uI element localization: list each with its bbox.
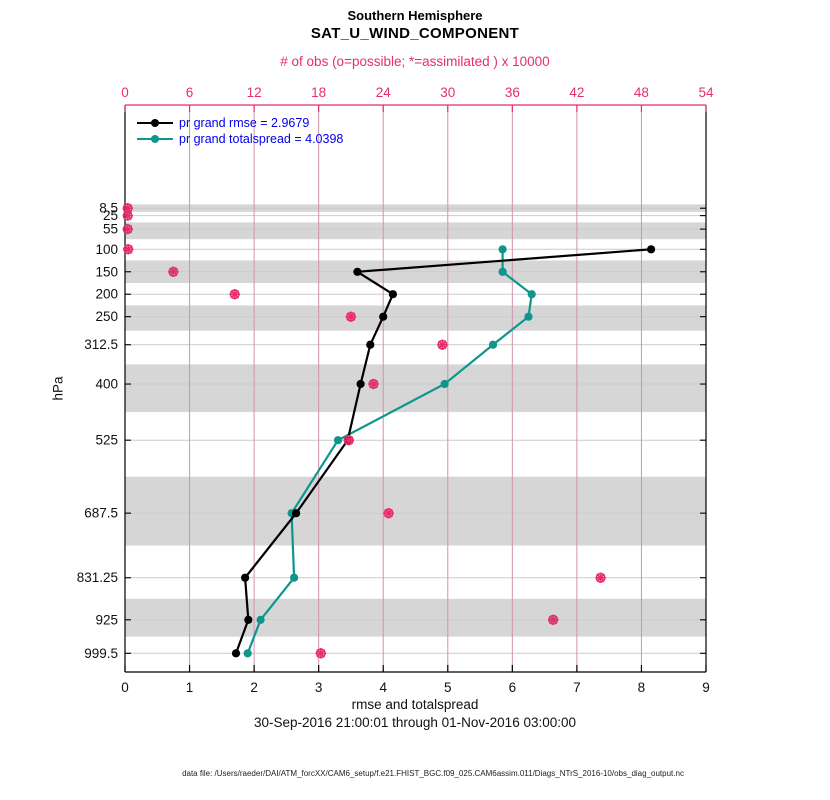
x-tick-label-bottom: 2 [250, 680, 258, 695]
shaded-band [125, 305, 706, 331]
totalspread-marker [524, 312, 533, 321]
y-tick-label: 400 [95, 377, 118, 392]
totalspread-marker [256, 615, 265, 624]
x-tick-label-bottom: 6 [509, 680, 517, 695]
x-axis-label: rmse and totalspread [351, 697, 479, 712]
x-tick-label-bottom: 7 [573, 680, 581, 695]
x-tick-label-top: 48 [634, 85, 649, 100]
obs-assimilated-marker [369, 379, 378, 389]
totalspread-marker [498, 245, 507, 254]
rmse-marker [379, 312, 388, 321]
obs-assimilated-marker [230, 289, 240, 299]
y-tick-label: 312.5 [84, 337, 118, 352]
x-tick-label-top: 12 [247, 85, 262, 100]
totalspread-marker [333, 436, 343, 445]
totalspread-marker [488, 340, 498, 349]
y-tick-label: 100 [95, 242, 118, 257]
x-tick-label-top: 6 [186, 85, 194, 100]
x-tick-label-top: 54 [698, 85, 714, 100]
legend-marker-rmse [151, 119, 159, 127]
obs-assimilated-marker [346, 312, 356, 321]
rmse-marker [292, 509, 301, 518]
shaded-band [125, 222, 706, 240]
y-tick-label: 250 [95, 309, 118, 324]
obs-assimilated-marker [384, 508, 393, 518]
rmse-marker [353, 267, 362, 276]
rmse-marker [241, 573, 250, 582]
legend-marker-totalspread [151, 135, 159, 143]
rmse-marker [647, 245, 656, 254]
x-tick-label-bottom: 8 [638, 680, 646, 695]
shaded-band [125, 364, 706, 413]
rmse-marker [356, 379, 365, 389]
y-tick-label: 831.25 [77, 570, 118, 585]
obs-assimilated-marker [123, 224, 133, 234]
x-tick-label-top: 36 [505, 85, 520, 100]
y-tick-label: 150 [95, 264, 118, 279]
time-range-subtitle: 30-Sep-2016 21:00:01 through 01-Nov-2016… [254, 715, 576, 730]
totalspread-marker [290, 573, 299, 582]
y-tick-label: 687.5 [84, 506, 118, 521]
x-tick-label-top: 18 [311, 85, 326, 100]
totalspread-marker [243, 649, 252, 658]
y-axis-label: hPa [50, 376, 66, 401]
x-tick-label-top: 0 [121, 85, 129, 100]
y-tick-label: 999.5 [84, 646, 118, 661]
obs-assimilated-marker [344, 435, 354, 445]
legend: pr grand rmse = 2.9679 pr grand totalspr… [137, 115, 343, 147]
obs-assimilated-marker [596, 573, 605, 582]
shaded-band [125, 598, 706, 637]
data-file-footer: data file: /Users/raeder/DAI/ATM_forcXX/… [182, 769, 684, 778]
shaded-band [125, 476, 706, 546]
legend-item-totalspread: pr grand totalspread = 4.0398 [137, 131, 343, 147]
rmse-marker [244, 615, 253, 624]
obs-assimilated-marker [169, 267, 178, 277]
rmse-marker [388, 290, 397, 299]
obs-assimilated-marker [548, 615, 558, 625]
legend-item-rmse: pr grand rmse = 2.9679 [137, 115, 343, 131]
x-tick-label-top: 24 [376, 85, 392, 100]
top-axis-label: # of obs (o=possible; *=assimilated ) x … [280, 54, 550, 69]
obs-assimilated-marker [123, 245, 133, 254]
plot-title-region: Southern Hemisphere [347, 8, 483, 23]
y-tick-label: 200 [95, 287, 118, 302]
obs-assimilated-marker [123, 211, 132, 220]
x-tick-label-top: 42 [569, 85, 584, 100]
legend-label-totalspread: pr grand totalspread = 4.0398 [179, 132, 344, 146]
y-tick-label: 8.5 [99, 201, 118, 216]
obs-assimilated-marker [316, 648, 326, 658]
x-tick-label-bottom: 9 [702, 680, 710, 695]
y-tick-label: 925 [95, 612, 118, 627]
legend-line-sample-totalspread [137, 135, 173, 143]
y-tick-label: 525 [95, 433, 118, 448]
totalspread-marker [440, 379, 449, 389]
rmse-marker [231, 649, 241, 658]
x-tick-label-bottom: 0 [121, 680, 129, 695]
totalspread-marker [527, 290, 536, 299]
x-tick-label-top: 30 [440, 85, 455, 100]
legend-label-rmse: pr grand rmse = 2.9679 [179, 116, 310, 130]
y-tick-label: 25 [103, 208, 118, 223]
x-tick-label-bottom: 5 [444, 680, 452, 695]
rmse-marker [366, 340, 375, 349]
plot-title-variable: SAT_U_WIND_COMPONENT [310, 25, 520, 42]
x-tick-label-bottom: 4 [379, 680, 387, 695]
obs-assimilated-marker [438, 340, 447, 350]
obs-assimilated-marker [123, 203, 133, 213]
x-tick-label-bottom: 1 [186, 680, 194, 695]
x-tick-label-bottom: 3 [315, 680, 323, 695]
y-tick-label: 55 [103, 222, 118, 237]
legend-line-sample-rmse [137, 119, 173, 127]
totalspread-marker [498, 267, 507, 276]
